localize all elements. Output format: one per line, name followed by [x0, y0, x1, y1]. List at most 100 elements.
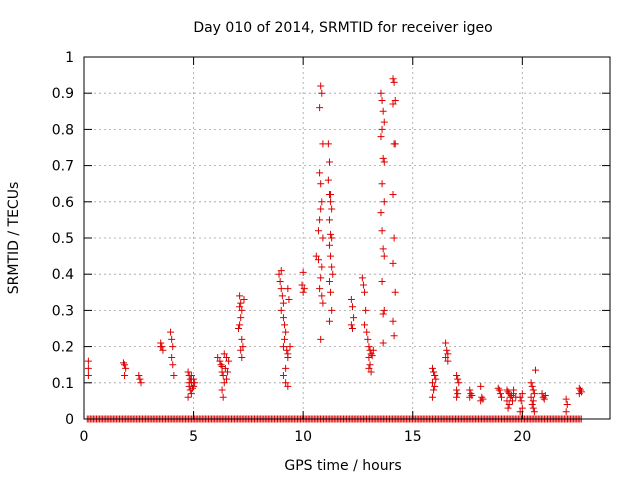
data-point	[286, 343, 294, 351]
data-point	[563, 401, 571, 409]
data-point	[389, 317, 397, 325]
data-point	[516, 393, 524, 401]
data-point	[224, 368, 232, 376]
data-point	[187, 390, 195, 398]
data-point	[312, 252, 320, 260]
data-point	[327, 198, 335, 206]
y-tick-label: 0.9	[52, 86, 74, 102]
data-point	[380, 158, 388, 166]
data-point	[325, 241, 333, 249]
data-point	[377, 133, 385, 141]
data-point	[540, 395, 548, 403]
data-point	[443, 346, 451, 354]
data-point	[378, 125, 386, 133]
data-point	[391, 96, 399, 104]
data-point	[276, 277, 284, 285]
data-point	[454, 375, 462, 383]
data-point	[518, 404, 526, 412]
data-point	[477, 397, 485, 405]
data-point	[277, 306, 285, 314]
data-point	[170, 372, 178, 380]
data-point	[495, 386, 503, 394]
data-point	[325, 317, 333, 325]
data-point	[237, 299, 245, 307]
data-point	[327, 230, 335, 238]
data-point	[378, 96, 386, 104]
data-point	[167, 328, 175, 336]
data-point	[239, 343, 247, 351]
data-point	[157, 343, 165, 351]
data-point	[529, 386, 537, 394]
data-point	[190, 375, 198, 383]
data-point	[316, 169, 324, 177]
data-point	[530, 408, 538, 416]
data-point	[365, 364, 373, 372]
data-point	[348, 325, 356, 332]
data-point	[527, 393, 535, 401]
data-point	[317, 205, 325, 213]
data-point	[168, 353, 176, 361]
data-point	[377, 89, 385, 97]
data-point	[317, 180, 325, 188]
data-point	[281, 335, 289, 343]
data-point	[562, 408, 570, 416]
data-point	[169, 361, 177, 369]
data-point	[390, 234, 398, 242]
data-point	[275, 270, 283, 278]
data-point	[378, 227, 386, 235]
data-point	[315, 256, 323, 264]
data-point	[391, 140, 399, 148]
data-point	[428, 379, 436, 387]
data-point	[84, 357, 92, 365]
data-point	[285, 296, 293, 304]
data-point	[390, 332, 398, 340]
data-point	[328, 205, 336, 213]
data-point	[298, 281, 306, 289]
data-point	[318, 198, 326, 206]
data-point	[169, 343, 177, 351]
data-point	[190, 382, 198, 390]
data-point	[238, 353, 246, 361]
data-point	[367, 350, 375, 358]
data-point	[325, 158, 333, 166]
data-point	[453, 393, 461, 401]
data-point	[317, 82, 325, 90]
data-point	[377, 209, 385, 217]
data-point	[159, 346, 167, 354]
data-point	[238, 306, 246, 314]
data-point	[365, 353, 373, 361]
data-point	[221, 364, 229, 372]
data-point	[84, 372, 92, 380]
data-points	[83, 75, 586, 423]
data-point	[84, 364, 92, 372]
data-point	[282, 379, 290, 387]
data-point	[348, 303, 356, 311]
data-point	[453, 386, 461, 394]
data-point	[380, 118, 388, 126]
data-point	[541, 391, 549, 399]
data-point	[278, 292, 286, 300]
data-point	[237, 346, 245, 354]
data-point	[282, 364, 290, 372]
y-tick-label: 0.3	[52, 303, 74, 319]
data-point	[324, 176, 332, 184]
data-point	[222, 375, 230, 383]
data-point	[530, 390, 538, 398]
data-point	[240, 296, 248, 304]
data-point	[219, 393, 227, 401]
data-point	[188, 384, 196, 392]
data-point	[430, 368, 438, 376]
data-point	[529, 397, 537, 405]
data-point	[236, 303, 244, 311]
data-point	[391, 288, 399, 296]
data-point	[432, 375, 440, 383]
data-point	[328, 263, 336, 271]
data-point	[517, 397, 525, 405]
data-point	[136, 375, 144, 383]
x-tick-label: 10	[294, 429, 312, 445]
data-point	[528, 401, 536, 409]
data-point	[528, 382, 536, 390]
data-point	[378, 180, 386, 188]
data-point	[238, 335, 246, 343]
data-point	[389, 191, 397, 199]
